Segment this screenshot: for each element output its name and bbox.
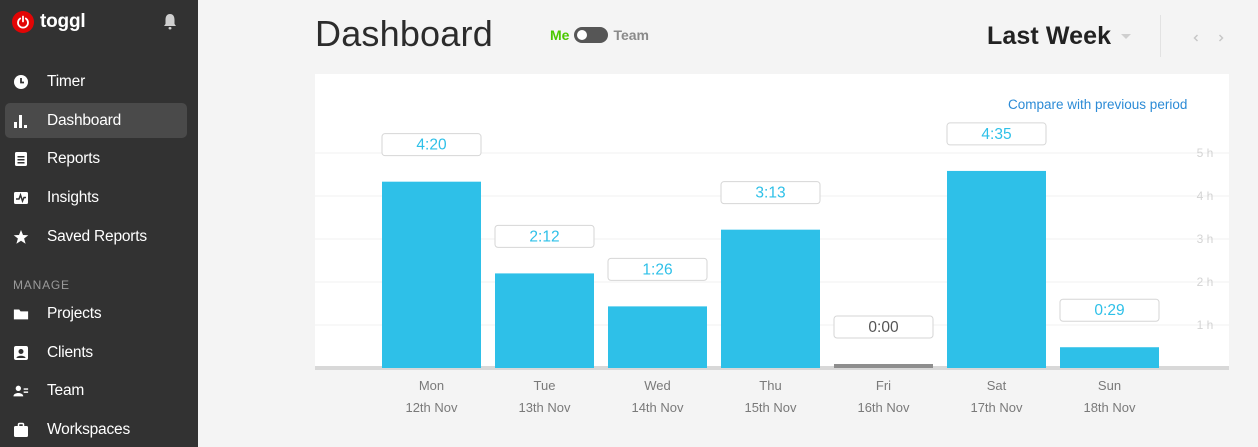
y-tick-label: 1 h — [1197, 318, 1214, 332]
data-label-box — [833, 315, 934, 339]
bar — [495, 273, 594, 368]
insights-icon — [13, 190, 29, 206]
team-icon — [13, 383, 29, 399]
sidebar-item-label: Reports — [47, 149, 100, 167]
data-label-box — [946, 122, 1047, 146]
sidebar-item-team[interactable]: Team — [5, 373, 187, 408]
data-label-box — [720, 181, 821, 205]
data-label: 2:12 — [529, 228, 559, 245]
page-title: Dashboard — [315, 13, 493, 54]
scope-toggle: Me Team — [550, 27, 649, 43]
sidebar-item-reports[interactable]: Reports — [5, 141, 187, 176]
data-label: 4:20 — [416, 137, 447, 154]
bar — [947, 170, 1046, 368]
x-tick-label: Mon — [419, 378, 444, 393]
sidebar-item-insights[interactable]: Insights — [5, 180, 187, 215]
x-tick-date: 16th Nov — [857, 400, 910, 415]
client-icon — [13, 345, 29, 361]
section-label-manage: MANAGE — [13, 278, 70, 292]
bell-icon[interactable] — [161, 12, 179, 32]
data-label-box — [494, 224, 595, 248]
bar — [382, 181, 481, 368]
y-tick-label: 4 h — [1197, 189, 1214, 203]
x-tick-label: Thu — [759, 378, 781, 393]
y-tick-label: 5 h — [1197, 146, 1214, 160]
sidebar-item-label: Workspaces — [47, 420, 130, 438]
document-icon — [13, 151, 29, 167]
period-label: Last Week — [987, 22, 1112, 50]
x-tick-label: Sat — [987, 378, 1007, 393]
sidebar-item-label: Clients — [47, 343, 93, 361]
sidebar-item-clients[interactable]: Clients — [5, 335, 187, 370]
chevron-left-icon[interactable] — [1191, 31, 1201, 43]
bar-chart-icon — [13, 113, 29, 129]
sidebar-item-label: Dashboard — [47, 111, 122, 129]
bar — [608, 306, 707, 368]
sidebar: toggl Timer Dashboard Reports Insights — [0, 0, 198, 447]
sidebar-item-label: Insights — [47, 188, 99, 206]
sidebar-item-workspaces[interactable]: Workspaces — [5, 412, 187, 447]
sidebar-item-saved-reports[interactable]: Saved Reports — [5, 219, 187, 254]
brand[interactable]: toggl — [12, 10, 86, 34]
bar — [834, 364, 933, 368]
bar — [721, 229, 820, 368]
sidebar-item-label: Saved Reports — [47, 227, 147, 245]
x-tick-label: Wed — [644, 378, 671, 393]
sidebar-item-projects[interactable]: Projects — [5, 296, 187, 331]
x-tick-date: 14th Nov — [631, 400, 684, 415]
scope-switch[interactable] — [574, 27, 609, 43]
chevron-down-icon — [1121, 34, 1132, 39]
y-tick-label: 3 h — [1197, 232, 1214, 246]
star-icon — [13, 229, 29, 245]
x-tick-label: Fri — [876, 378, 891, 393]
y-tick-label: 2 h — [1197, 275, 1214, 289]
brand-name: toggl — [40, 11, 86, 32]
x-tick-date: 13th Nov — [518, 400, 571, 415]
sidebar-item-dashboard[interactable]: Dashboard — [5, 103, 187, 138]
x-tick-date: 17th Nov — [970, 400, 1023, 415]
chevron-right-icon[interactable] — [1216, 31, 1226, 43]
x-tick-label: Sun — [1098, 378, 1121, 393]
header-divider — [1160, 15, 1161, 57]
data-label: 1:26 — [642, 261, 672, 278]
data-label-box — [607, 257, 708, 281]
bar — [1060, 347, 1159, 368]
data-label: 3:13 — [755, 185, 785, 202]
scope-team-label[interactable]: Team — [613, 27, 649, 43]
data-label-box — [381, 133, 482, 157]
sidebar-item-label: Projects — [47, 304, 102, 322]
data-label: 4:35 — [981, 126, 1011, 143]
sidebar-item-timer[interactable]: Timer — [5, 64, 187, 99]
x-tick-date: 18th Nov — [1083, 400, 1136, 415]
switch-knob — [577, 30, 588, 40]
period-selector[interactable]: Last Week — [987, 22, 1132, 51]
compare-previous-link[interactable]: Compare with previous period — [1008, 97, 1188, 112]
briefcase-icon — [13, 422, 29, 438]
sidebar-item-label: Timer — [47, 72, 86, 90]
x-tick-date: 15th Nov — [744, 400, 797, 415]
sidebar-item-label: Team — [47, 381, 85, 399]
data-label: 0:00 — [868, 319, 899, 336]
scope-me-label[interactable]: Me — [550, 27, 570, 43]
x-tick-date: 12th Nov — [405, 400, 458, 415]
x-tick-label: Tue — [534, 378, 556, 393]
power-icon — [12, 11, 34, 33]
data-label: 0:29 — [1094, 302, 1124, 319]
data-label-box — [1059, 298, 1160, 322]
clock-icon — [13, 74, 29, 90]
folder-icon — [13, 306, 29, 322]
